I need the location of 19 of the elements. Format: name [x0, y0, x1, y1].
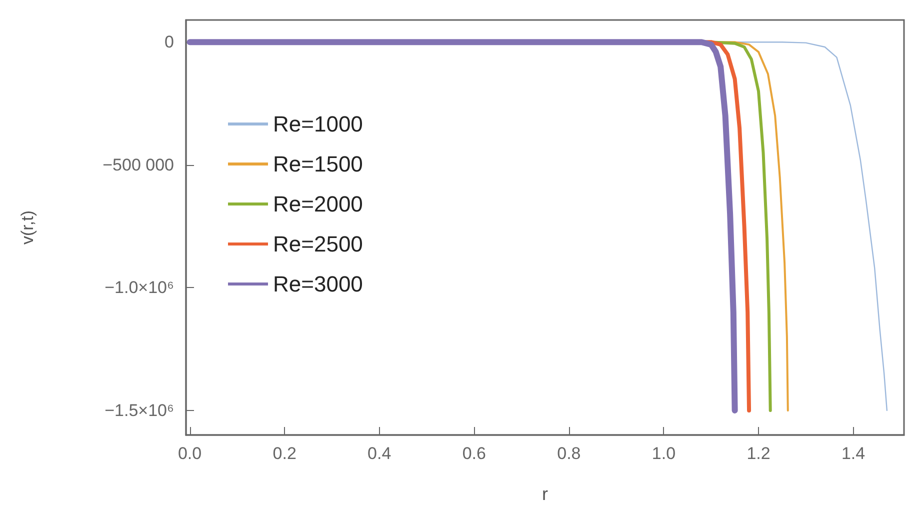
legend-label: Re=1500 — [273, 152, 363, 176]
x-tick-label: 0.8 — [557, 444, 581, 463]
y-tick-label: −1.5×10⁶ — [104, 400, 174, 420]
x-tick-label: 0.4 — [368, 444, 392, 463]
x-tick-label: 1.2 — [746, 444, 770, 463]
y-tick-label: −1.0×10⁶ — [104, 278, 174, 298]
legend-label: Re=1000 — [273, 112, 363, 136]
x-tick-label: 1.4 — [841, 444, 866, 463]
y-tick-label: 0 — [164, 32, 174, 52]
legend-label: Re=2500 — [273, 232, 363, 256]
x-tick-label: 0.2 — [272, 444, 296, 463]
x-axis-title: r — [542, 484, 548, 504]
x-tick-label: 0.6 — [462, 444, 486, 463]
legend-label: Re=2000 — [273, 192, 363, 216]
y-tick-label: −500 000 — [102, 155, 174, 174]
legend-label: Re=3000 — [273, 272, 363, 296]
x-tick-label: 0.0 — [178, 444, 202, 463]
y-axis-title: v(r,t) — [18, 210, 37, 244]
x-tick-label: 1.0 — [652, 444, 676, 463]
